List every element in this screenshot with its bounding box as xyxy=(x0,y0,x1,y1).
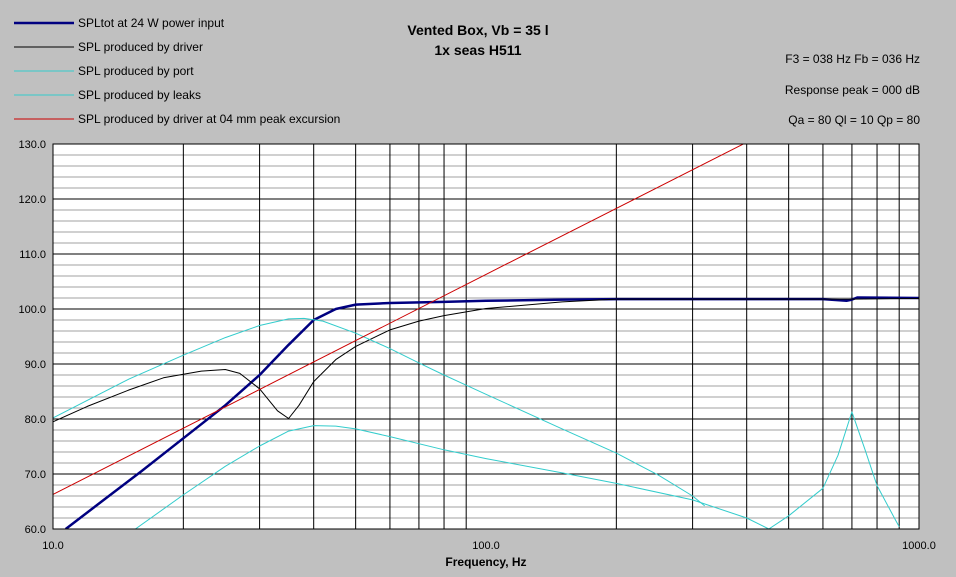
series-line-2 xyxy=(53,298,919,423)
chart-subtitle: 1x seas H511 xyxy=(434,42,521,58)
y-tick-label: 70.0 xyxy=(25,469,46,481)
plot-area xyxy=(52,143,920,530)
plot-frame xyxy=(52,143,920,530)
series-line-1 xyxy=(64,296,919,529)
x-axis-label: Frequency, Hz xyxy=(445,555,526,569)
y-tick-label: 130.0 xyxy=(18,139,46,151)
grid-minor xyxy=(53,154,919,519)
series-line-3 xyxy=(53,317,706,507)
x-tick-label: 1000.0 xyxy=(902,540,936,552)
legend-label: SPL produced by driver xyxy=(78,40,203,54)
legend-label: SPLtot at 24 W power input xyxy=(78,16,225,30)
info-f3-fb: F3 = 038 Hz Fb = 036 Hz xyxy=(785,52,920,66)
x-tick-label: 100.0 xyxy=(472,540,500,552)
chart-title: Vented Box, Vb = 35 l xyxy=(407,22,548,38)
x-tick-labels: 10.0 100.0 1000.0 xyxy=(42,540,936,552)
y-tick-label: 100.0 xyxy=(18,304,46,316)
y-tick-label: 90.0 xyxy=(25,359,46,371)
legend: SPLtot at 24 W power input SPL produced b… xyxy=(14,16,340,126)
y-tick-label: 80.0 xyxy=(25,414,46,426)
legend-label: SPL produced by leaks xyxy=(78,88,201,102)
y-tick-label: 120.0 xyxy=(18,194,46,206)
series-layer xyxy=(53,144,919,529)
y-tick-labels: 60.0 70.0 80.0 90.0 100.0 110.0 120.0 130.0 xyxy=(18,139,46,536)
info-response-peak: Response peak = 000 dB xyxy=(785,83,920,97)
x-tick-label: 10.0 xyxy=(42,540,63,552)
series-line-4 xyxy=(135,411,900,529)
series-line-5 xyxy=(53,144,745,495)
info-q-values: Qa = 80 Ql = 10 Qp = 80 xyxy=(788,113,920,127)
y-tick-label: 110.0 xyxy=(19,249,46,261)
y-tick-label: 60.0 xyxy=(25,524,46,536)
legend-label: SPL produced by port xyxy=(78,64,194,78)
legend-label: SPL produced by driver at 04 mm peak exc… xyxy=(78,112,340,126)
